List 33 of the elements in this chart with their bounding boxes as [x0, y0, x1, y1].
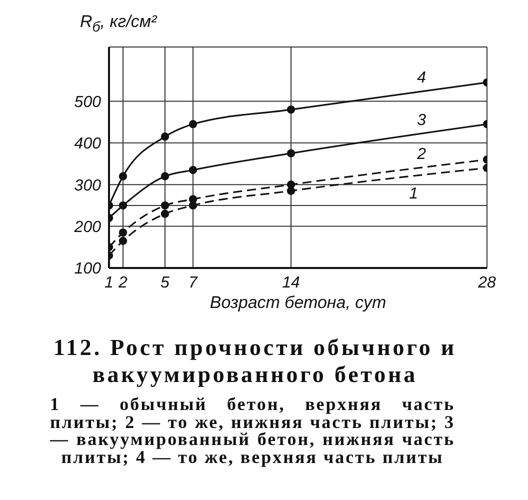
x-tick-label: 5: [160, 274, 170, 292]
y-axis-title: R$_{б}$, кг/см²: [80, 12, 157, 36]
point: [286, 180, 296, 189]
y-tick-label: 400: [74, 136, 102, 153]
x-axis-title: Возраст бетона, сут: [210, 293, 386, 312]
point: [188, 195, 198, 204]
x-tick-label: 2: [118, 274, 128, 292]
y-tick-label: 300: [74, 177, 102, 194]
point: [118, 201, 128, 210]
x-tick-label: 7: [188, 274, 199, 292]
x-tick-label: 1: [104, 274, 114, 292]
y-tick-label: 500: [74, 94, 102, 111]
text: 112. Рост прочности обычного и вакуумированного бетона: [53, 335, 457, 387]
point: [286, 149, 296, 158]
y-tick-label: 100: [74, 260, 102, 278]
point: [188, 166, 198, 174]
point: [160, 210, 170, 218]
point: [118, 172, 128, 180]
series-label: 3: [417, 112, 426, 129]
point: [286, 105, 296, 114]
point: [118, 228, 128, 237]
x-tick-label: 28: [477, 274, 496, 292]
point: [160, 201, 170, 210]
point: [188, 120, 198, 128]
series-label: 2: [416, 146, 426, 163]
series-label: 1: [409, 185, 418, 202]
y-tick-label: 200: [73, 218, 102, 236]
text: 1 — обычный бетон, верхняя часть плиты; 2 — то же, нижняя часть плиты; 3 — вакуумированный бетон, нижняя часть плиты; 4 — то же, верхняя часть плиты: [50, 394, 455, 467]
series-label: 4: [417, 69, 426, 86]
point: [160, 132, 170, 141]
point: [160, 172, 170, 180]
point: [118, 236, 128, 245]
x-tick-label: 14: [282, 274, 300, 292]
